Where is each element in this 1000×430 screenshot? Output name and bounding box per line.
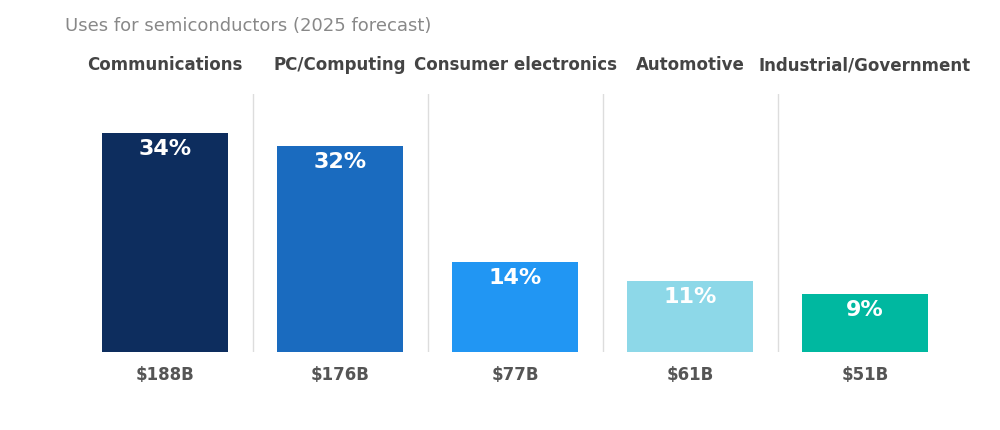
Bar: [277, 146, 403, 353]
Text: $176B: $176B: [311, 366, 369, 384]
Text: $51B: $51B: [841, 366, 889, 384]
Text: Industrial/Government: Industrial/Government: [759, 56, 971, 74]
Text: $77B: $77B: [491, 366, 539, 384]
Text: Consumer electronics: Consumer electronics: [414, 56, 616, 74]
Text: 34%: 34%: [138, 138, 192, 158]
Bar: [627, 282, 753, 353]
Text: 14%: 14%: [488, 267, 542, 287]
Text: 11%: 11%: [663, 287, 717, 307]
Text: PC/Computing: PC/Computing: [274, 56, 406, 74]
Text: Communications: Communications: [87, 56, 243, 74]
Text: 32%: 32%: [313, 151, 367, 171]
Text: $61B: $61B: [666, 366, 714, 384]
Text: 9%: 9%: [846, 300, 884, 319]
Bar: [102, 133, 228, 353]
Text: Uses for semiconductors (2025 forecast): Uses for semiconductors (2025 forecast): [65, 17, 431, 35]
Text: $188B: $188B: [136, 366, 194, 384]
Bar: [802, 295, 928, 353]
Bar: [452, 262, 578, 353]
Text: Automotive: Automotive: [636, 56, 744, 74]
